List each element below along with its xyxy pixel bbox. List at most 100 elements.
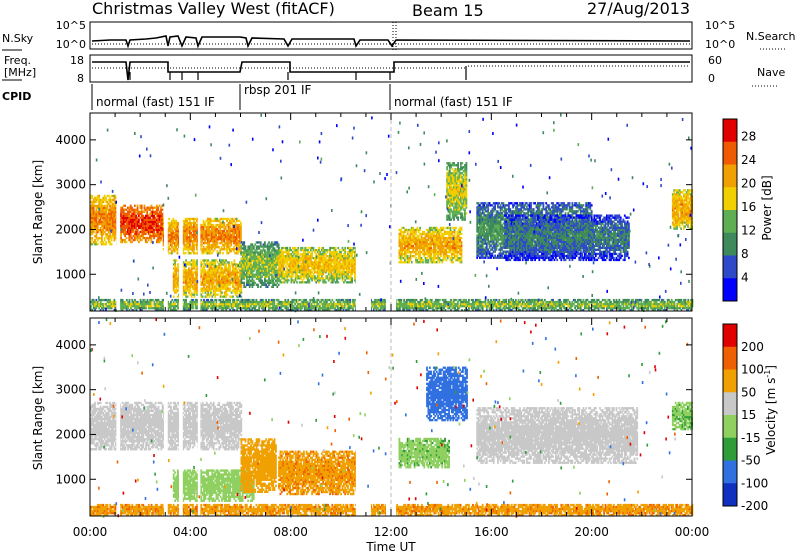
- echo-cell: [234, 286, 236, 288]
- echo-cell: [443, 227, 445, 229]
- echo-cell: [210, 222, 212, 224]
- echo-cell: [459, 170, 461, 172]
- echo-cell: [216, 259, 218, 261]
- echo-cell: [201, 240, 203, 242]
- echo-cell: [229, 246, 231, 248]
- echo-cell: [171, 228, 173, 230]
- echo-cell: [252, 243, 254, 245]
- echo-cell: [261, 280, 263, 282]
- echo-cell: [461, 261, 463, 263]
- echo-cell: [351, 281, 353, 283]
- echo-cell: [461, 229, 463, 231]
- echo-cell: [401, 251, 403, 253]
- echo-cell: [483, 224, 485, 226]
- nave-label: Nave: [757, 66, 785, 79]
- echo-cell: [177, 290, 179, 292]
- echo-cell: [288, 251, 290, 253]
- echo-cell: [229, 224, 231, 226]
- echo-cell: [349, 267, 351, 269]
- echo-cell: [190, 232, 192, 234]
- echo-cell: [214, 248, 216, 250]
- echo-cell: [93, 203, 95, 205]
- echo-cell: [235, 267, 237, 269]
- echo-cell: [111, 237, 113, 239]
- freq-gaps: [130, 66, 466, 80]
- echo-cell: [144, 211, 146, 213]
- echo-cell: [225, 263, 227, 265]
- echo-cell: [211, 296, 213, 298]
- echo-cell: [264, 266, 266, 268]
- echo-cell: [174, 265, 176, 267]
- echo-cell: [221, 292, 223, 294]
- echo-cell: [96, 209, 98, 211]
- echo-cell: [276, 286, 278, 288]
- echo-cell: [205, 284, 207, 286]
- echo-cell: [311, 271, 313, 273]
- echo-cell: [466, 204, 468, 206]
- echo-cell: [229, 269, 231, 271]
- echo-cell: [212, 250, 214, 252]
- echo-cell: [188, 292, 190, 294]
- echo-cell: [350, 247, 352, 249]
- echo-cell: [322, 277, 324, 279]
- echo-cell: [204, 222, 206, 224]
- echo-cell: [457, 249, 459, 251]
- echo-cell: [466, 198, 468, 200]
- echo-cell: [149, 233, 151, 235]
- echo-cell: [405, 253, 407, 255]
- echo-cell: [236, 292, 238, 294]
- echo-cell: [231, 292, 233, 294]
- echo-cell: [210, 265, 212, 267]
- echo-cell: [296, 255, 298, 257]
- echo-cell: [343, 269, 345, 271]
- echo-cell: [222, 273, 224, 275]
- echo-cell: [303, 277, 305, 279]
- echo-cell: [461, 255, 463, 257]
- echo-cell: [304, 251, 306, 253]
- echo-cell: [278, 284, 280, 286]
- echo-cell: [289, 247, 291, 249]
- echo-cell: [168, 246, 170, 248]
- echo-cell: [185, 259, 187, 261]
- echo-cell: [241, 245, 243, 247]
- echo-cell: [482, 247, 484, 249]
- echo-cell: [347, 273, 349, 275]
- echo-cell: [174, 250, 176, 252]
- echo-cell: [422, 259, 424, 261]
- echo-cell: [292, 255, 294, 257]
- echo-cell: [221, 242, 223, 244]
- echo-cell: [407, 255, 409, 257]
- echo-cell: [433, 259, 435, 261]
- nsearch-tick-low: 10^0: [705, 38, 735, 51]
- echo-cell: [430, 255, 432, 257]
- nave-tick-low: 0: [708, 72, 715, 85]
- echo-cell: [215, 226, 217, 228]
- echo-cell: [142, 215, 144, 217]
- echo-cell: [233, 246, 235, 248]
- echo-cell: [447, 239, 449, 241]
- echo-cell: [146, 211, 148, 213]
- echo-cell: [194, 267, 196, 269]
- echo-cell: [274, 247, 276, 249]
- echo-cell: [260, 243, 262, 245]
- echo-cell: [249, 282, 251, 284]
- echo-cell: [337, 281, 339, 283]
- echo-cell: [210, 218, 212, 220]
- echo-cell: [225, 259, 227, 261]
- echo-cell: [226, 220, 228, 222]
- echo-cell: [102, 229, 104, 231]
- echo-cell: [485, 208, 487, 210]
- echo-cell: [177, 252, 179, 254]
- echo-cell: [456, 172, 458, 174]
- echo-cell: [202, 292, 204, 294]
- echo-cell: [268, 241, 270, 243]
- echo-cell: [196, 259, 198, 261]
- echo-cell: [202, 263, 204, 265]
- echo-cell: [295, 279, 297, 281]
- echo-cell: [104, 237, 106, 239]
- cpid-row: CPID normal (fast) 151 IF rbsp 201 IF no…: [2, 83, 513, 110]
- echo-cell: [93, 209, 95, 211]
- echo-cell: [217, 218, 219, 220]
- nave-tick-high: 60: [708, 54, 722, 67]
- echo-cell: [232, 265, 234, 267]
